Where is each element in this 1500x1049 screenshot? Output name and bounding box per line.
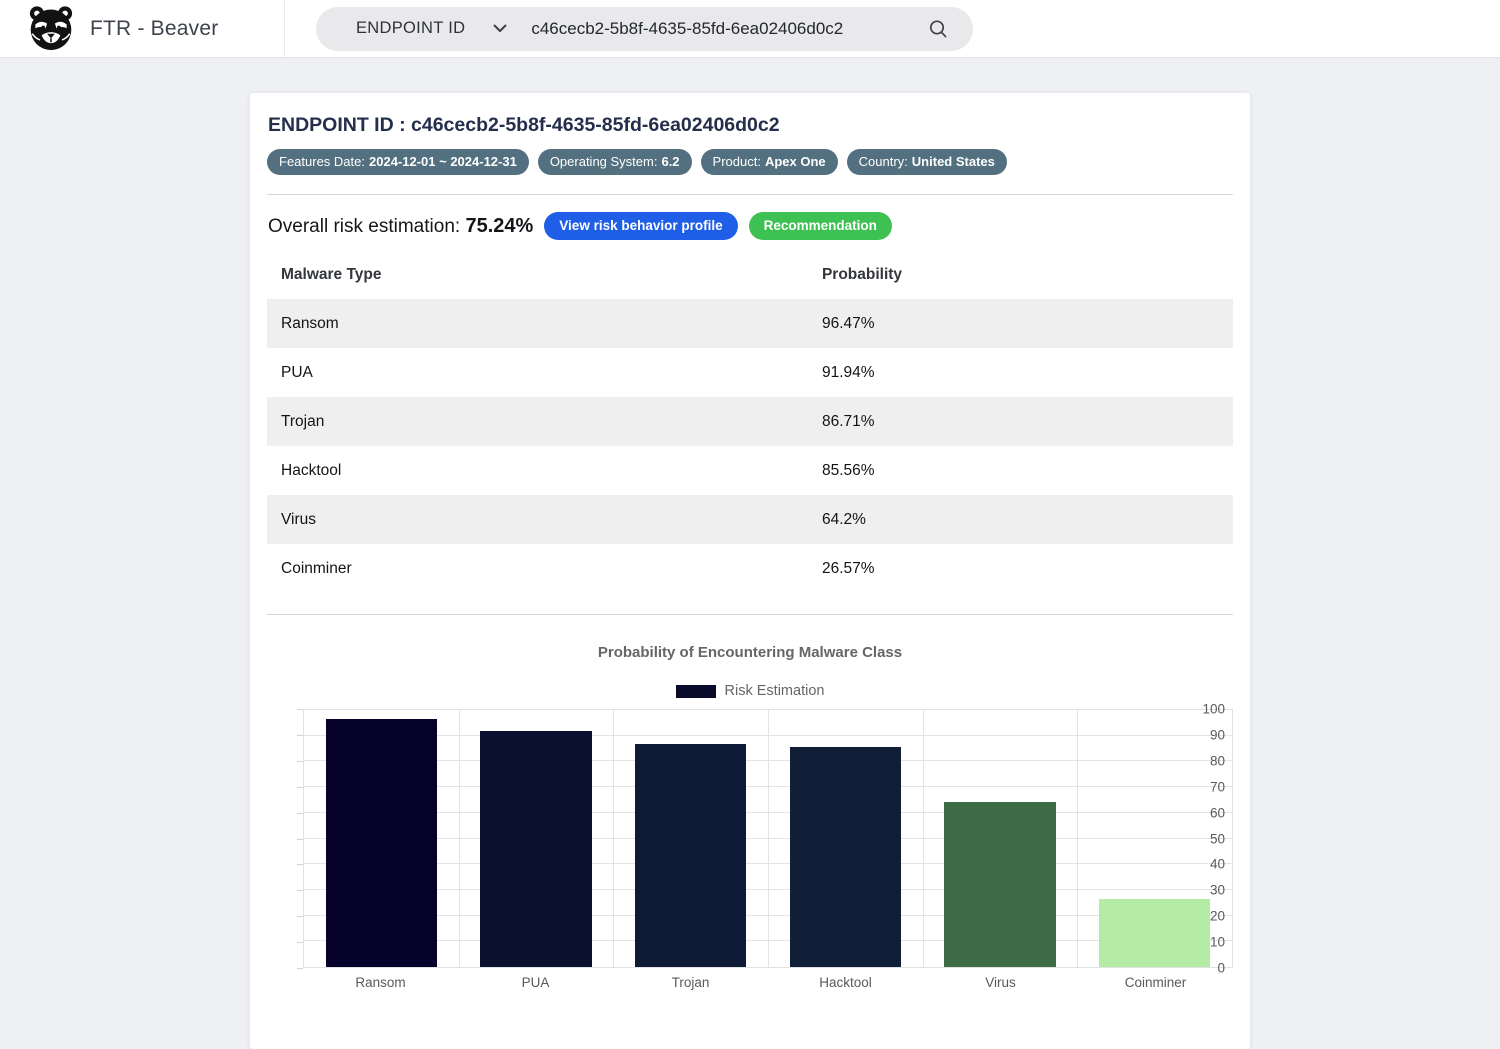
chevron-down-icon (493, 24, 507, 33)
y-axis-tick-label: 70 (1209, 779, 1225, 795)
y-axis-tick-mark (297, 709, 303, 710)
y-axis-tick-label: 100 (1202, 701, 1225, 717)
endpoint-detail-card: ENDPOINT ID : c46cecb2-5b8f-4635-85fd-6e… (250, 93, 1250, 1049)
bar-ransom (325, 719, 437, 967)
bar-virus (944, 802, 1056, 967)
risk-bar-chart: Probability of Encountering Malware Clas… (267, 644, 1233, 1009)
gridline (1077, 710, 1079, 967)
table-row: Ransom 96.47% (267, 299, 1233, 348)
probability-cell: 96.47% (821, 314, 875, 332)
table-row: Trojan 86.71% (267, 397, 1233, 446)
probability-cell: 85.56% (821, 461, 875, 479)
y-axis-tick-label: 30 (1209, 882, 1225, 898)
table-row: Virus 64.2% (267, 495, 1233, 544)
overall-risk-label: Overall risk estimation: 75.24% (268, 214, 534, 237)
y-axis-tick-mark (297, 786, 303, 788)
y-axis-tick-label: 10 (1209, 934, 1225, 950)
gridline (458, 710, 460, 967)
malware-type-cell: Ransom (281, 314, 339, 332)
x-axis-category-label: Hacktool (819, 975, 872, 990)
search-zone: ENDPOINT ID (284, 0, 1500, 57)
y-axis-tick-label: 40 (1209, 856, 1225, 872)
malware-type-cell: Coinminer (281, 559, 352, 577)
x-axis-category-label: Ransom (355, 975, 406, 990)
y-axis-tick-mark (297, 812, 303, 814)
search-type-label: ENDPOINT ID (356, 19, 466, 37)
probability-cell: 64.2% (821, 510, 866, 528)
y-axis-tick-mark (297, 942, 303, 944)
bar-hacktool (789, 747, 901, 967)
bar-coinminer (1098, 898, 1211, 967)
probability-cell: 26.57% (821, 559, 875, 577)
y-axis-tick-mark (297, 890, 303, 892)
brand: FTR - Beaver (0, 0, 284, 57)
overall-risk-value: 75.24% (465, 214, 534, 237)
gridline (613, 710, 615, 967)
malware-probability-table: Malware Type Probability Ransom 96.47% PUA… (267, 253, 1233, 593)
legend-swatch (675, 684, 716, 698)
y-axis-tick-mark (297, 968, 303, 969)
search-button[interactable] (923, 14, 953, 44)
y-axis-tick-label: 60 (1209, 805, 1225, 821)
search-bar: ENDPOINT ID (316, 6, 973, 51)
x-axis-category-label: Virus (985, 975, 1016, 990)
malware-type-cell: PUA (281, 363, 313, 381)
y-axis-tick-mark (297, 864, 303, 866)
endpoint-badge: Features Date: 2024-12-01 ~ 2024-12-31 (267, 149, 529, 175)
y-axis-tick-mark (297, 760, 303, 762)
divider (267, 194, 1233, 195)
x-axis-category-label: Coinminer (1124, 975, 1187, 990)
endpoint-badge: Product: Apex One (700, 149, 838, 175)
column-header-probability: Probability (821, 266, 903, 283)
chart-plot-area: Ransom PUA Trojan Hacktool Virus Coinminer 0 1… (267, 702, 1233, 1009)
malware-type-cell: Trojan (281, 412, 325, 430)
y-axis-tick-label: 80 (1209, 753, 1225, 769)
gridline (768, 710, 769, 967)
y-axis-tick-mark (297, 838, 303, 840)
gridline (922, 710, 924, 967)
table-header-row: Malware Type Probability (267, 253, 1233, 299)
y-axis-tick-label: 50 (1209, 831, 1225, 846)
chart-legend[interactable]: Risk Estimation (267, 683, 1233, 699)
beaver-logo-icon (26, 4, 76, 54)
table-row: Coinminer 26.57% (267, 544, 1233, 593)
endpoint-badges: Features Date: 2024-12-01 ~ 2024-12-31 Ope… (267, 149, 1233, 175)
top-header: FTR - Beaver ENDPOINT ID (0, 0, 1500, 58)
app-title: FTR - Beaver (90, 16, 219, 40)
y-axis-tick-label: 0 (1217, 960, 1225, 976)
legend-label: Risk Estimation (724, 683, 825, 699)
bar-pua (480, 730, 592, 967)
endpoint-badge: Country: United States (846, 149, 1007, 175)
chart-x-axis-labels: Ransom PUA Trojan Hacktool Virus Coinminer (303, 975, 1233, 990)
divider (267, 614, 1233, 615)
view-risk-behavior-profile-button[interactable]: View risk behavior profile (544, 212, 738, 240)
x-axis-category-label: Trojan (671, 975, 710, 990)
y-axis-tick-label: 90 (1209, 727, 1225, 743)
search-input[interactable] (531, 18, 923, 39)
chart-plot (303, 709, 1233, 968)
y-axis-tick-label: 20 (1209, 908, 1225, 924)
probability-cell: 91.94% (821, 363, 875, 381)
endpoint-badge: Operating System: 6.2 (537, 149, 692, 175)
risk-estimation-row: Overall risk estimation: 75.24% View ris… (267, 212, 1233, 240)
probability-cell: 86.71% (821, 412, 875, 430)
y-axis-tick-mark (297, 916, 303, 918)
endpoint-title: ENDPOINT ID : c46cecb2-5b8f-4635-85fd-6e… (268, 114, 780, 136)
bar-trojan (634, 744, 747, 967)
search-type-dropdown[interactable]: ENDPOINT ID (356, 19, 507, 38)
recommendation-button[interactable]: Recommendation (748, 212, 892, 240)
table-row: Hacktool 85.56% (267, 446, 1233, 495)
chart-title: Probability of Encountering Malware Clas… (597, 644, 903, 661)
column-header-malware-type: Malware Type (281, 266, 382, 283)
y-axis-tick-mark (297, 734, 303, 736)
main-content: ENDPOINT ID : c46cecb2-5b8f-4635-85fd-6e… (0, 93, 1500, 1049)
table-row: PUA 91.94% (267, 348, 1233, 397)
malware-type-cell: Virus (281, 510, 317, 528)
malware-type-cell: Hacktool (281, 461, 342, 479)
search-icon (927, 18, 949, 40)
x-axis-category-label: PUA (521, 975, 550, 990)
